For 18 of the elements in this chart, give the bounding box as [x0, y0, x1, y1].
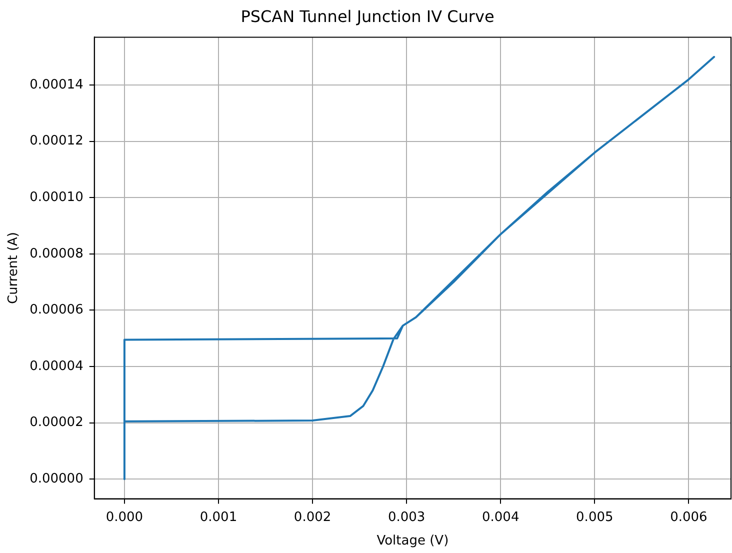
- x-tick-label: 0.006: [670, 510, 708, 525]
- y-tick-label: 0.00006: [30, 302, 84, 318]
- y-tick-label: 0.00014: [30, 77, 84, 92]
- x-tick-label: 0.005: [576, 510, 614, 525]
- x-tick-label: 0.000: [106, 510, 144, 525]
- x-tick-label: 0.002: [294, 510, 332, 525]
- y-tick-label: 0.00002: [30, 415, 84, 430]
- x-axis-title: Voltage (V): [376, 534, 449, 549]
- y-tick-label: 0.00010: [30, 190, 84, 206]
- chart-title: PSCAN Tunnel Junction IV Curve: [240, 6, 494, 26]
- y-tick-label: 0.00012: [30, 134, 84, 149]
- x-tick-label: 0.004: [482, 510, 520, 525]
- y-tick-label: 0.00004: [30, 358, 84, 374]
- y-tick-label: 0.00008: [30, 246, 84, 262]
- y-tick-label: 0.00000: [30, 471, 84, 486]
- x-tick-label: 0.001: [200, 510, 238, 525]
- x-tick-label: 0.003: [388, 510, 426, 525]
- y-axis-title: Current (A): [6, 232, 22, 304]
